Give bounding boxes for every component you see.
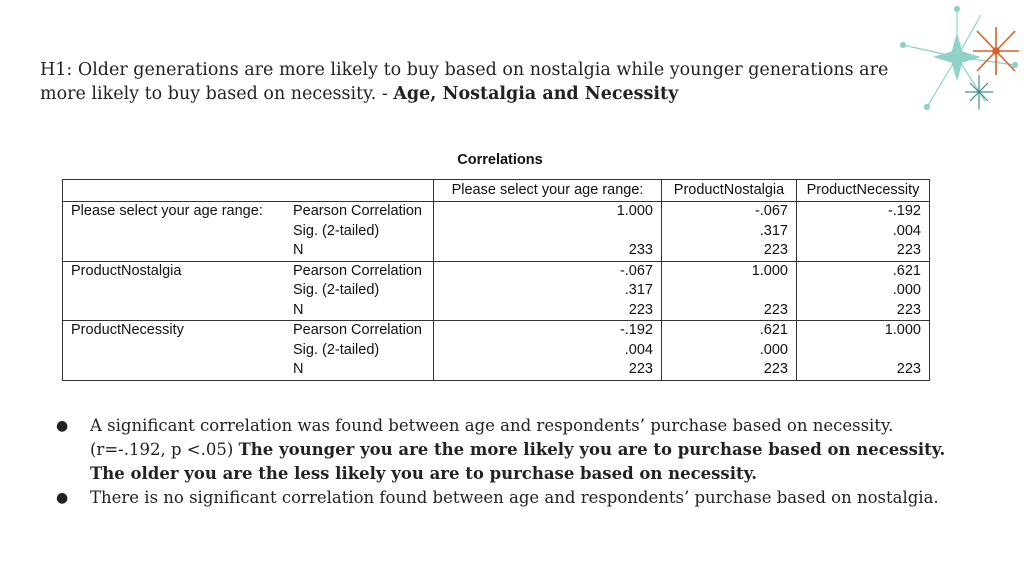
header-blank (62, 179, 434, 202)
table-header-row: Please select your age range: ProductNos… (62, 179, 930, 202)
cell-value: -.192 (796, 201, 930, 222)
header-age: Please select your age range: (433, 179, 662, 202)
bullet-icon: ● (56, 490, 69, 506)
row-stat: N (285, 300, 434, 321)
list-item: ● A significant correlation was found be… (50, 414, 970, 486)
bullet-bold-text: The younger you are the more likely you … (90, 440, 946, 483)
row-stat: Sig. (2-tailed) (285, 221, 434, 241)
findings-list: ● A significant correlation was found be… (50, 414, 970, 510)
cell-value: 233 (433, 241, 662, 262)
cell-value: .621 (796, 260, 930, 281)
cell-value: -.067 (433, 260, 662, 281)
slide-heading: H1: Older generations are more likely to… (40, 58, 920, 106)
table-row: N 223 223 223 (62, 300, 930, 321)
cell-value: 223 (796, 300, 930, 321)
row-variable: ProductNecessity (62, 320, 285, 341)
starburst-icon (899, 5, 1019, 111)
cell-value: .004 (796, 221, 930, 241)
bullet-text: A significant correlation was found betw… (90, 416, 894, 459)
table-row: Sig. (2-tailed) .317 .000 (62, 281, 930, 301)
row-stat: N (285, 241, 434, 262)
row-stat: N (285, 360, 434, 381)
cell-value: .317 (433, 281, 662, 301)
correlations-table: Please select your age range: ProductNos… (62, 179, 930, 381)
cell-value: 1.000 (661, 260, 797, 281)
table-row: ProductNostalgia Pearson Correlation -.0… (62, 260, 930, 281)
table-row: Sig. (2-tailed) .317 .004 (62, 221, 930, 241)
row-stat: Pearson Correlation (285, 201, 434, 222)
table-caption: Correlations (457, 152, 543, 168)
cell-value: .000 (796, 281, 930, 301)
table-row: N 223 223 223 (62, 360, 930, 381)
heading-text: H1: Older generations are more likely to… (40, 60, 889, 104)
cell-value: 223 (796, 360, 930, 381)
cell-value: 223 (433, 300, 662, 321)
table-row: Please select your age range: Pearson Co… (62, 201, 930, 222)
row-variable: Please select your age range: (62, 201, 285, 222)
header-nostalgia: ProductNostalgia (661, 179, 797, 202)
cell-value: -.067 (661, 201, 797, 222)
row-variable: ProductNostalgia (62, 260, 285, 281)
cell-value: -.192 (433, 320, 662, 341)
table-row: Sig. (2-tailed) .004 .000 (62, 340, 930, 360)
cell-value: .317 (661, 221, 797, 241)
cell-value: 1.000 (433, 201, 662, 222)
cell-value: 223 (796, 241, 930, 262)
row-stat: Pearson Correlation (285, 320, 434, 341)
heading-bold-text: Age, Nostalgia and Necessity (393, 84, 679, 104)
row-stat: Sig. (2-tailed) (285, 281, 434, 301)
cell-value (796, 340, 930, 360)
table-row: ProductNecessity Pearson Correlation -.1… (62, 320, 930, 341)
cell-value: 223 (661, 300, 797, 321)
cell-value: 223 (661, 241, 797, 262)
header-necessity: ProductNecessity (796, 179, 930, 202)
row-stat: Sig. (2-tailed) (285, 340, 434, 360)
cell-value: 1.000 (796, 320, 930, 341)
cell-value: .004 (433, 340, 662, 360)
cell-value: .000 (661, 340, 797, 360)
cell-value (661, 281, 797, 301)
cell-value: .621 (661, 320, 797, 341)
cell-value (433, 221, 662, 241)
table-row: N 233 223 223 (62, 241, 930, 262)
bullet-text: There is no significant correlation foun… (90, 488, 939, 507)
cell-value: 223 (433, 360, 662, 381)
bullet-icon: ● (56, 418, 69, 434)
row-stat: Pearson Correlation (285, 260, 434, 281)
cell-value: 223 (661, 360, 797, 381)
list-item: ● There is no significant correlation fo… (50, 486, 970, 510)
